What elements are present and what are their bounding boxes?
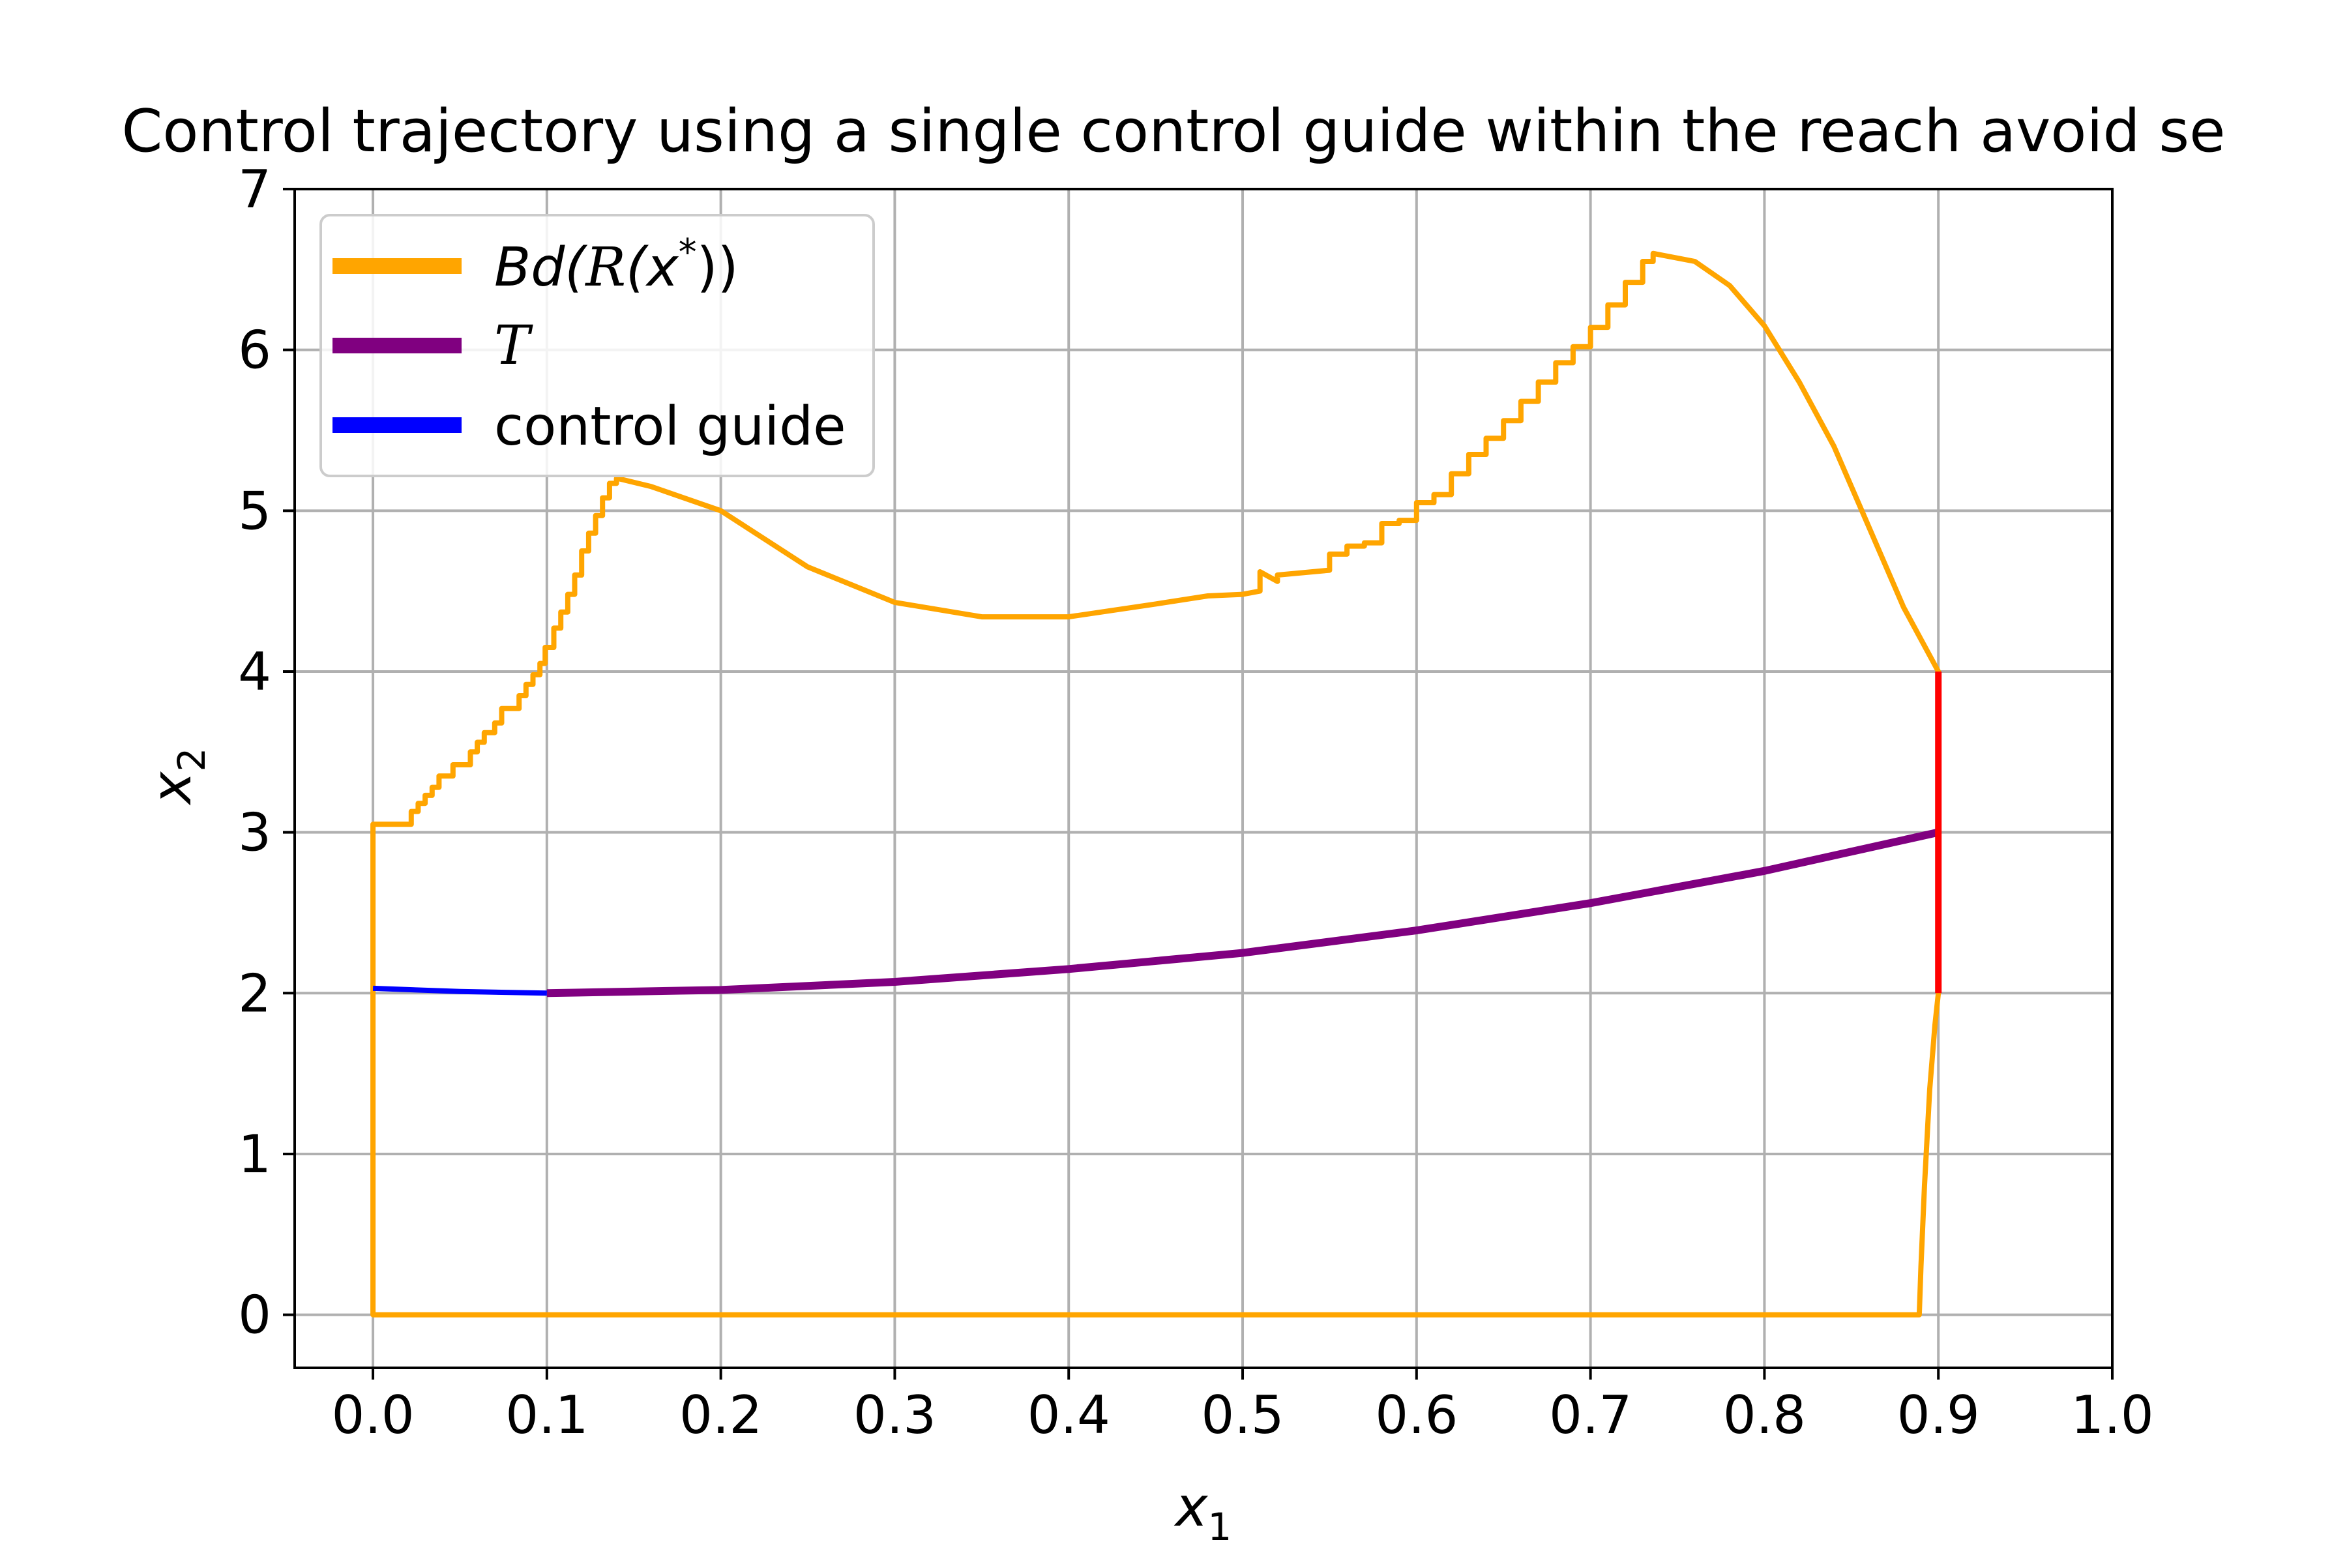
x-axis-label-sub: 1 bbox=[1207, 1505, 1232, 1549]
legend-box bbox=[319, 214, 875, 477]
y-tick-label: 1 bbox=[238, 1124, 271, 1185]
x-tick-label: 0.1 bbox=[505, 1385, 588, 1445]
legend-label-control-guide: control guide bbox=[494, 396, 846, 458]
legend-label-target-script: T bbox=[494, 315, 533, 377]
series-line-boundary bbox=[370, 250, 1941, 1318]
x-tick-label: 0.8 bbox=[1723, 1385, 1806, 1445]
legend-label-boundary-paren: (x bbox=[626, 237, 679, 299]
y-tick-label: 2 bbox=[238, 963, 271, 1024]
y-tick-label: 3 bbox=[238, 803, 271, 863]
y-tick-label: 0 bbox=[238, 1285, 271, 1346]
y-tick-label: 6 bbox=[238, 320, 271, 381]
x-tick-label: 0.7 bbox=[1549, 1385, 1632, 1445]
legend-label-boundary-end: )) bbox=[697, 237, 739, 299]
legend-label-boundary-main: Bd( bbox=[494, 237, 587, 299]
x-axis-label-main: x bbox=[1174, 1475, 1209, 1539]
series-line-target bbox=[546, 828, 1940, 998]
legend-label-boundary-script: R bbox=[584, 237, 626, 299]
y-axis-label-main: x bbox=[140, 771, 203, 806]
x-tick-label: 0.5 bbox=[1201, 1385, 1284, 1445]
series-line-control-guide bbox=[372, 985, 547, 996]
x-tick-label: 1.0 bbox=[2071, 1385, 2153, 1445]
y-axis-label-sub: 2 bbox=[170, 748, 214, 772]
series-layer bbox=[370, 250, 1942, 1318]
x-tick-label: 0.9 bbox=[1897, 1385, 1980, 1445]
x-tick-label: 0.0 bbox=[331, 1385, 414, 1445]
y-tick-label: 4 bbox=[238, 642, 271, 702]
plot-frame bbox=[293, 188, 2114, 1369]
x-tick-label: 0.2 bbox=[679, 1385, 762, 1445]
legend-label-target: T bbox=[494, 315, 533, 377]
y-tick-label: 7 bbox=[238, 159, 271, 220]
axis-ticks: 0.0 0.1 0.2 0.3 0.4 0.5 0.6 0.7 0.8 0.9 1.0 0 1 2 3 4 5 6… bbox=[238, 159, 2154, 1445]
legend: Bd(R(x*)) T control guide bbox=[319, 214, 875, 477]
x-tick-label: 0.4 bbox=[1027, 1385, 1110, 1445]
x-tick-label: 0.6 bbox=[1375, 1385, 1458, 1445]
x-tick-label: 0.3 bbox=[853, 1385, 936, 1445]
y-tick-label: 5 bbox=[238, 481, 271, 541]
legend-label-boundary-sup: * bbox=[679, 231, 697, 274]
legend-label-boundary: Bd(R(x*)) bbox=[494, 231, 739, 299]
y-axis-label: x2 bbox=[140, 748, 214, 806]
x-axis-label: x1 bbox=[1174, 1475, 1232, 1549]
chart-title: Control trajectory using a single contro… bbox=[122, 97, 2226, 166]
